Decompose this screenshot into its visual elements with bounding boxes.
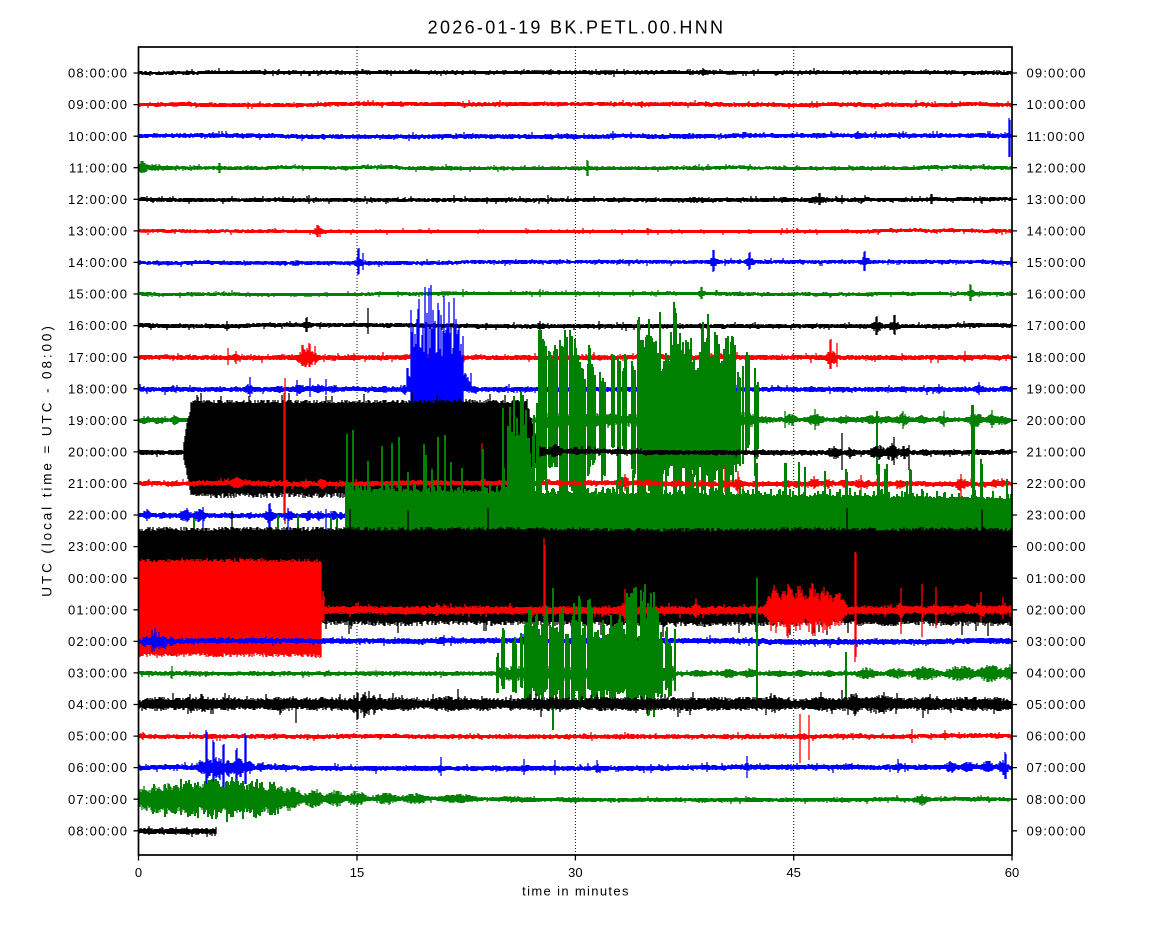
svg-text:60: 60 <box>1005 865 1019 880</box>
svg-text:13:00:00: 13:00:00 <box>68 224 128 239</box>
svg-text:2026-01-19 BK.PETL.00.HNN: 2026-01-19 BK.PETL.00.HNN <box>428 18 726 38</box>
svg-text:12:00:00: 12:00:00 <box>1027 160 1087 175</box>
svg-text:13:00:00: 13:00:00 <box>1027 192 1087 207</box>
svg-text:09:00:00: 09:00:00 <box>1027 66 1087 81</box>
svg-text:06:00:00: 06:00:00 <box>68 760 128 775</box>
svg-text:20:00:00: 20:00:00 <box>1027 413 1087 428</box>
svg-text:19:00:00: 19:00:00 <box>68 413 128 428</box>
svg-text:05:00:00: 05:00:00 <box>68 729 128 744</box>
svg-text:time in minutes: time in minutes <box>522 884 630 899</box>
svg-text:23:00:00: 23:00:00 <box>1027 508 1087 523</box>
svg-text:06:00:00: 06:00:00 <box>1027 729 1087 744</box>
svg-text:12:00:00: 12:00:00 <box>68 192 128 207</box>
svg-text:17:00:00: 17:00:00 <box>68 350 128 365</box>
svg-text:14:00:00: 14:00:00 <box>68 255 128 270</box>
svg-text:01:00:00: 01:00:00 <box>1027 571 1087 586</box>
svg-text:08:00:00: 08:00:00 <box>68 66 128 81</box>
svg-text:20:00:00: 20:00:00 <box>68 445 128 460</box>
svg-text:45: 45 <box>786 865 800 880</box>
svg-text:00:00:00: 00:00:00 <box>68 571 128 586</box>
svg-text:21:00:00: 21:00:00 <box>1027 445 1087 460</box>
svg-text:14:00:00: 14:00:00 <box>1027 224 1087 239</box>
svg-text:10:00:00: 10:00:00 <box>68 129 128 144</box>
svg-text:07:00:00: 07:00:00 <box>68 792 128 807</box>
svg-text:11:00:00: 11:00:00 <box>69 160 128 175</box>
svg-text:18:00:00: 18:00:00 <box>68 381 128 396</box>
svg-text:11:00:00: 11:00:00 <box>1027 129 1086 144</box>
svg-text:30: 30 <box>568 865 582 880</box>
svg-text:07:00:00: 07:00:00 <box>1027 760 1087 775</box>
svg-text:23:00:00: 23:00:00 <box>68 539 128 554</box>
svg-text:10:00:00: 10:00:00 <box>1027 97 1087 112</box>
svg-text:04:00:00: 04:00:00 <box>1027 666 1087 681</box>
svg-text:01:00:00: 01:00:00 <box>68 602 128 617</box>
svg-text:19:00:00: 19:00:00 <box>1027 381 1087 396</box>
svg-text:0: 0 <box>135 865 142 880</box>
svg-text:18:00:00: 18:00:00 <box>1027 350 1087 365</box>
svg-text:08:00:00: 08:00:00 <box>1027 792 1087 807</box>
svg-text:02:00:00: 02:00:00 <box>68 634 128 649</box>
svg-text:15: 15 <box>350 865 364 880</box>
svg-text:09:00:00: 09:00:00 <box>1027 823 1087 838</box>
svg-text:08:00:00: 08:00:00 <box>68 823 128 838</box>
svg-text:00:00:00: 00:00:00 <box>1027 539 1087 554</box>
svg-text:16:00:00: 16:00:00 <box>1027 287 1087 302</box>
svg-text:09:00:00: 09:00:00 <box>68 97 128 112</box>
svg-text:22:00:00: 22:00:00 <box>1027 476 1087 491</box>
svg-text:15:00:00: 15:00:00 <box>68 287 128 302</box>
svg-text:15:00:00: 15:00:00 <box>1027 255 1087 270</box>
svg-text:22:00:00: 22:00:00 <box>68 508 128 523</box>
svg-text:17:00:00: 17:00:00 <box>1027 318 1087 333</box>
svg-text:04:00:00: 04:00:00 <box>68 697 128 712</box>
svg-text:02:00:00: 02:00:00 <box>1027 602 1087 617</box>
svg-text:03:00:00: 03:00:00 <box>68 666 128 681</box>
svg-text:21:00:00: 21:00:00 <box>68 476 128 491</box>
svg-text:03:00:00: 03:00:00 <box>1027 634 1087 649</box>
svg-text:UTC (local time = UTC - 08:00): UTC (local time = UTC - 08:00) <box>40 323 55 596</box>
svg-text:16:00:00: 16:00:00 <box>68 318 128 333</box>
svg-text:05:00:00: 05:00:00 <box>1027 697 1087 712</box>
